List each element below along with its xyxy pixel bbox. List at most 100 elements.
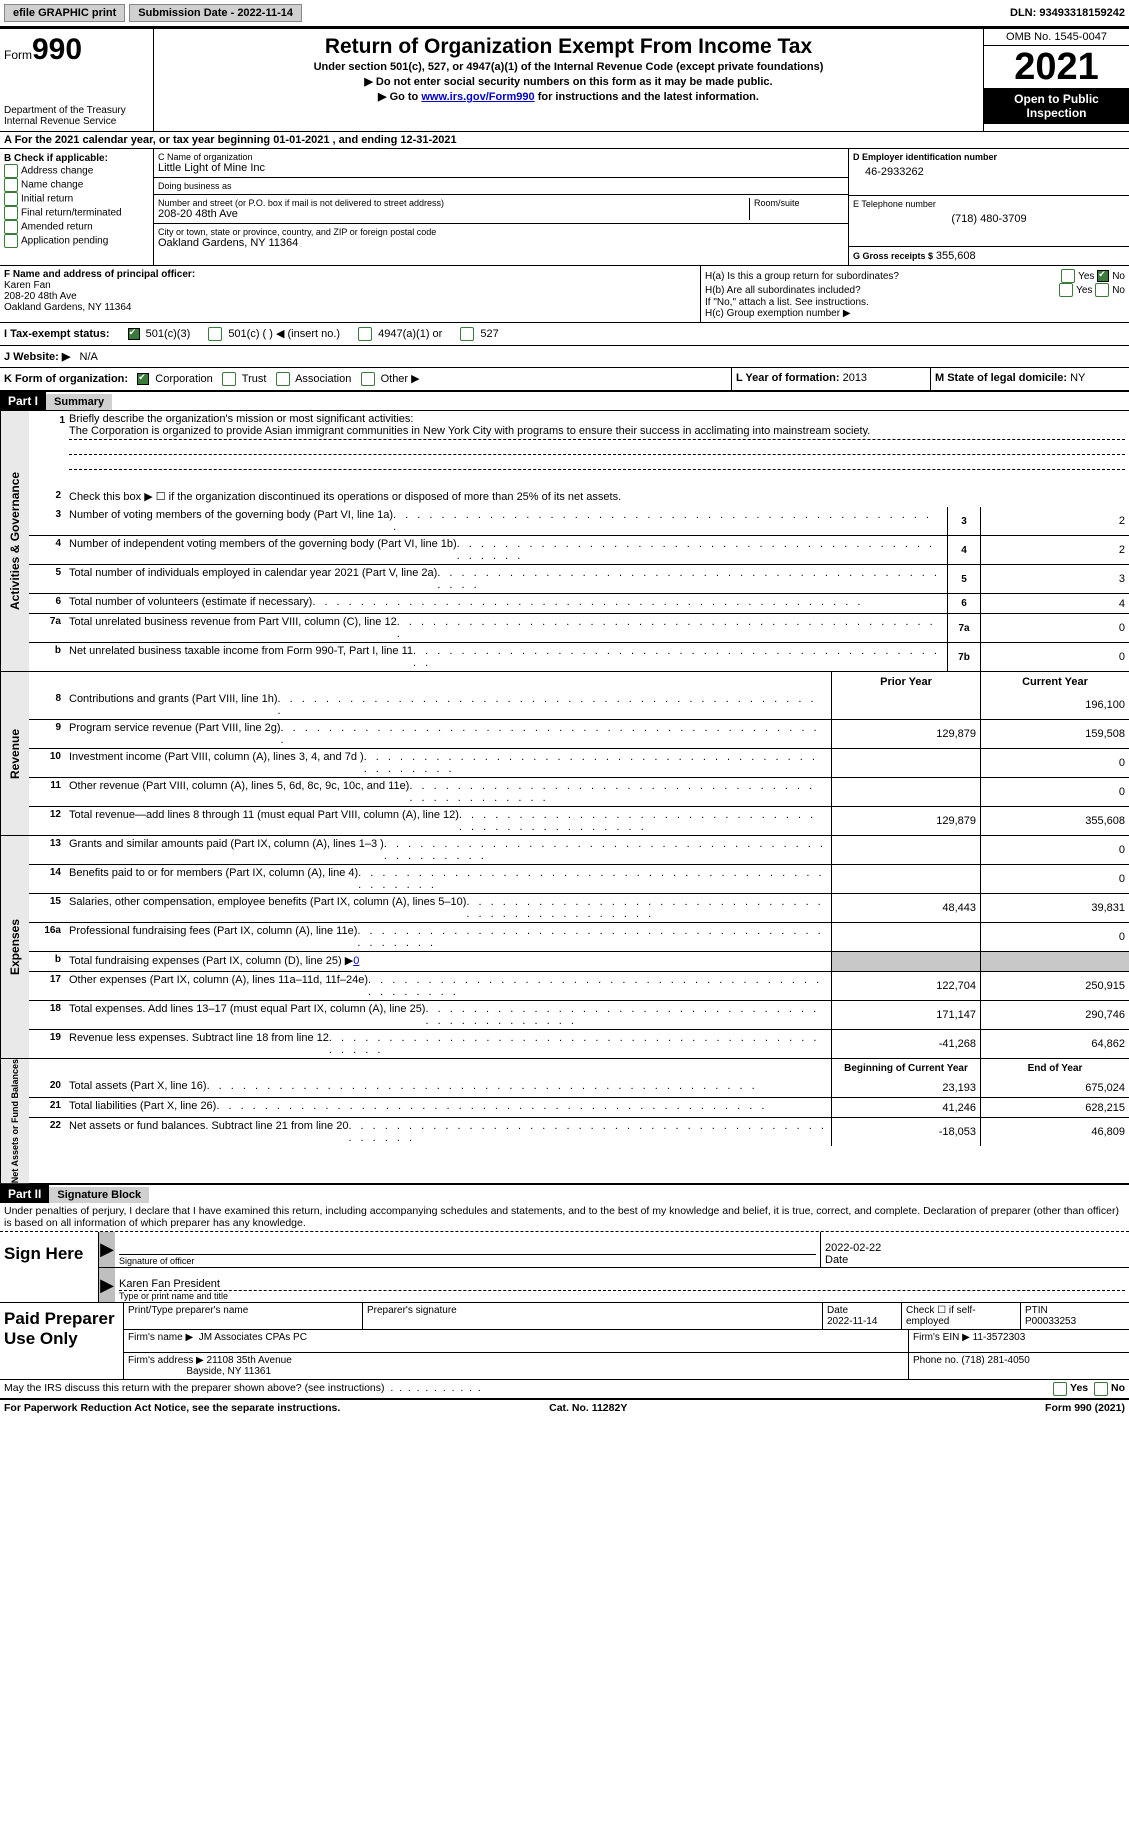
h-c-label: H(c) Group exemption number ▶ — [705, 308, 1125, 319]
exp-row-13: 13 Grants and similar amounts paid (Part… — [29, 836, 1129, 864]
room-label: Room/suite — [754, 198, 844, 208]
form-title: Return of Organization Exempt From Incom… — [158, 35, 979, 59]
paid-preparer-label: Paid Preparer Use Only — [0, 1303, 124, 1379]
dept-treasury: Department of the Treasury — [4, 105, 149, 116]
chk-527[interactable]: 527 — [460, 327, 498, 341]
hb-no-checkbox[interactable] — [1095, 283, 1109, 297]
gov-row-7b: b Net unrelated business taxable income … — [29, 642, 1129, 671]
omb-number: OMB No. 1545-0047 — [984, 29, 1129, 46]
tax-year: 2021 — [984, 46, 1129, 88]
j-label: J Website: ▶ — [4, 351, 70, 363]
gross-receipts-value: 355,608 — [936, 250, 976, 262]
rev-row-8: 8 Contributions and grants (Part VIII, l… — [29, 691, 1129, 719]
goto-post: for instructions and the latest informat… — [535, 91, 759, 103]
col-end-year: End of Year — [980, 1059, 1129, 1078]
fundraising-link[interactable]: 0 — [353, 955, 359, 967]
gov-row-5: 5 Total number of individuals employed i… — [29, 564, 1129, 593]
discuss-no-checkbox[interactable] — [1094, 1382, 1108, 1396]
line-a: A For the 2021 calendar year, or tax yea… — [0, 131, 1129, 148]
firm-addr-value: 21108 35th Avenue — [207, 1355, 292, 1366]
chk-501c[interactable]: 501(c) ( ) ◀ (insert no.) — [208, 327, 340, 341]
hb-yes-checkbox[interactable] — [1059, 283, 1073, 297]
website-value: N/A — [80, 351, 98, 363]
chk-association[interactable] — [276, 372, 290, 386]
prep-date-label: Date — [827, 1305, 848, 1316]
officer-addr: 208-20 48th Ave — [4, 291, 696, 302]
line-2-text: Check this box ▶ ☐ if the organization d… — [65, 488, 1129, 505]
col-beginning-year: Beginning of Current Year — [831, 1059, 980, 1078]
chk-name-change[interactable]: Name change — [4, 178, 149, 192]
form-word: Form — [4, 48, 32, 62]
ha-yes-checkbox[interactable] — [1061, 269, 1075, 283]
chk-address-change[interactable]: Address change — [4, 164, 149, 178]
gross-receipts-label: G Gross receipts $ — [853, 251, 933, 261]
tab-revenue: Revenue — [0, 672, 29, 835]
form-number: 990 — [32, 33, 82, 66]
part-i-title: Summary — [46, 394, 112, 410]
street-address: 208-20 48th Ave — [158, 208, 749, 220]
c-name-label: C Name of organization — [158, 152, 844, 162]
topbar: efile GRAPHIC print Submission Date - 20… — [0, 0, 1129, 26]
chk-trust[interactable] — [222, 372, 236, 386]
discuss-yes-checkbox[interactable] — [1053, 1382, 1067, 1396]
l-label: L Year of formation: — [736, 372, 840, 384]
rev-row-9: 9 Program service revenue (Part VIII, li… — [29, 719, 1129, 748]
state-domicile: NY — [1070, 372, 1085, 384]
chk-4947[interactable]: 4947(a)(1) or — [358, 327, 442, 341]
chk-final-return[interactable]: Final return/terminated — [4, 206, 149, 220]
k-label: K Form of organization: — [4, 373, 128, 385]
year-formation: 2013 — [843, 372, 867, 384]
net-row-21: 21 Total liabilities (Part X, line 26) .… — [29, 1097, 1129, 1117]
firm-addr-label: Firm's address ▶ — [128, 1355, 204, 1366]
firm-addr2-value: Bayside, NY 11361 — [186, 1366, 271, 1377]
discuss-question: May the IRS discuss this return with the… — [4, 1382, 385, 1394]
phone-value: (718) 480-3709 — [853, 209, 1125, 225]
officer-city: Oakland Gardens, NY 11364 — [4, 302, 696, 313]
preparer-sig-label: Preparer's signature — [367, 1305, 457, 1316]
signature-date: 2022-02-22 — [825, 1242, 1125, 1254]
part-i-header: Part I — [0, 392, 46, 410]
goto-pre: ▶ Go to — [378, 91, 421, 103]
efile-print-button[interactable]: efile GRAPHIC print — [4, 4, 125, 22]
exp-row-19: 19 Revenue less expenses. Subtract line … — [29, 1029, 1129, 1058]
chk-application-pending[interactable]: Application pending — [4, 234, 149, 248]
officer-name: Karen Fan — [4, 280, 696, 291]
rev-row-10: 10 Investment income (Part VIII, column … — [29, 748, 1129, 777]
phone-label: E Telephone number — [853, 199, 1125, 209]
firm-phone-value: (718) 281-4050 — [961, 1355, 1029, 1366]
firm-ein-value: 11-3572303 — [973, 1332, 1026, 1343]
chk-other[interactable] — [361, 372, 375, 386]
firm-name-value: JM Associates CPAs PC — [199, 1332, 307, 1343]
exp-row-18: 18 Total expenses. Add lines 13–17 (must… — [29, 1000, 1129, 1029]
tab-expenses: Expenses — [0, 836, 29, 1058]
firm-phone-label: Phone no. — [913, 1355, 959, 1366]
chk-corporation[interactable] — [137, 373, 149, 385]
chk-amended-return[interactable]: Amended return — [4, 220, 149, 234]
sign-arrow-icon-2: ▶ — [99, 1268, 115, 1302]
org-name: Little Light of Mine Inc — [158, 162, 844, 174]
exp-row-17: 17 Other expenses (Part IX, column (A), … — [29, 971, 1129, 1000]
self-employed-check[interactable]: Check ☐ if self-employed — [906, 1305, 976, 1327]
form-header: Form990 Department of the Treasury Inter… — [0, 29, 1129, 131]
ha-no-checkbox[interactable] — [1097, 270, 1109, 282]
submission-date-button[interactable]: Submission Date - 2022-11-14 — [129, 4, 302, 22]
exp-row-15: 15 Salaries, other compensation, employe… — [29, 893, 1129, 922]
rev-row-11: 11 Other revenue (Part VIII, column (A),… — [29, 777, 1129, 806]
chk-initial-return[interactable]: Initial return — [4, 192, 149, 206]
exp-row-16a: 16a Professional fundraising fees (Part … — [29, 922, 1129, 951]
b-title: B Check if applicable: — [4, 153, 149, 164]
exp-row-14: 14 Benefits paid to or for members (Part… — [29, 864, 1129, 893]
h-b-label: H(b) Are all subordinates included? — [705, 285, 1059, 296]
open-to-public: Open to Public Inspection — [984, 88, 1129, 124]
type-print-label: Type or print name and title — [119, 1291, 1125, 1301]
ptin-label: PTIN — [1025, 1305, 1048, 1316]
form990-link[interactable]: www.irs.gov/Form990 — [421, 91, 534, 103]
chk-501c3[interactable]: 501(c)(3) — [128, 328, 191, 340]
irs-label: Internal Revenue Service — [4, 116, 149, 127]
ein-value: 46-2933262 — [853, 162, 1125, 178]
signature-officer-label: Signature of officer — [119, 1254, 816, 1266]
firm-name-label: Firm's name ▶ — [128, 1332, 193, 1343]
prep-date-value: 2022-11-14 — [827, 1316, 877, 1327]
h-a-label: H(a) Is this a group return for subordin… — [705, 271, 1061, 282]
h-b2-label: If "No," attach a list. See instructions… — [705, 297, 1125, 308]
